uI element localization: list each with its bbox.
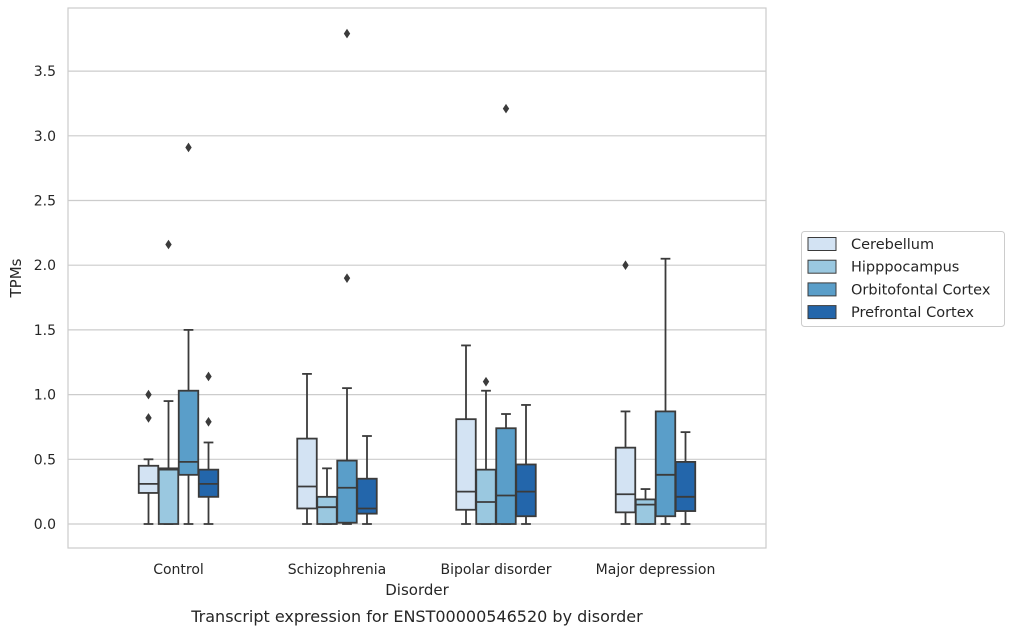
iqr-box [634,498,657,525]
iqr-box [495,427,517,525]
boxes-layer [137,28,697,525]
iqr-box [177,389,200,476]
chart-caption: Transcript expression for ENST0000054652… [190,607,643,626]
iqr-box [157,467,180,525]
iqr-box [336,459,358,524]
outlier-point [145,389,152,400]
outlier-point [205,416,212,427]
outlier-point [165,239,172,250]
iqr-box [296,437,318,510]
box-hipppocampus [634,488,657,525]
legend-frame [801,231,1005,327]
x-tick-label: Bipolar disorder [440,562,551,578]
y-tick-label: 1.5 [34,323,56,339]
box-hipppocampus [157,239,180,525]
iqr-box [674,460,697,512]
y-tick-label: 0.0 [34,517,56,533]
outlier-point [205,371,212,382]
legend-label: Prefrontal Cortex [851,305,974,321]
box-cerebellum [296,372,318,525]
x-tick-label: Major depression [596,562,716,578]
outlier-point [482,376,490,387]
outlier-point [343,28,351,39]
y-tick-labels: 0.0 0.5 1.0 1.5 2.0 2.5 3.0 3.5 [34,64,56,533]
legend: Cerebellum Hipppocampus Orbitofontal Corte… [801,231,1005,327]
legend-label: Cerebellum [851,237,934,253]
legend-swatch [807,282,837,297]
iqr-box [515,463,537,518]
iqr-box [654,410,677,518]
legend-swatch [807,259,837,274]
y-axis-label: TPMs [7,258,25,298]
outlier-point [185,142,192,153]
y-tick-label: 3.0 [34,129,56,145]
outlier-point [622,260,629,270]
box-orbitofontal-cortex [495,103,517,525]
legend-label: Hipppocampus [851,260,959,276]
iqr-box [455,418,477,511]
outlier-point [343,273,351,283]
x-tick-labels: Control Schizophrenia Bipolar disorder Majo… [153,562,715,578]
y-tick-label: 1.0 [34,388,56,404]
box-orbitofontal-cortex [654,257,677,525]
y-tick-label: 2.0 [34,258,56,274]
x-tick-label: Schizophrenia [288,562,386,578]
box-hipppocampus [475,376,497,525]
plot-area-frame [67,7,767,549]
iqr-box [614,446,637,514]
box-orbitofontal-cortex [336,28,358,525]
box-prefrontal-cortex [515,404,537,525]
y-tick-label: 0.5 [34,452,56,468]
box-cerebellum [455,344,477,525]
legend-swatch [807,305,837,320]
outlier-point [145,413,152,423]
legend-label: Orbitofontal Cortex [851,282,991,298]
box-orbitofontal-cortex [177,142,200,525]
y-tick-label: 3.5 [34,64,56,80]
box-hipppocampus [316,467,338,525]
iqr-box [475,468,497,525]
y-tick-label: 2.5 [34,194,56,210]
box-prefrontal-cortex [197,371,220,525]
outlier-point [502,103,510,114]
x-tick-label: Control [153,562,204,578]
x-axis-label: Disorder [385,581,449,599]
legend-items: Cerebellum Hipppocampus Orbitofontal Corte… [807,237,991,321]
box-cerebellum [137,389,160,525]
box-cerebellum [614,260,637,525]
box-prefrontal-cortex [356,435,378,525]
iqr-box [316,495,338,525]
legend-swatch [807,237,837,251]
iqr-box [356,477,378,515]
iqr-box [137,464,160,494]
box-prefrontal-cortex [674,431,697,525]
